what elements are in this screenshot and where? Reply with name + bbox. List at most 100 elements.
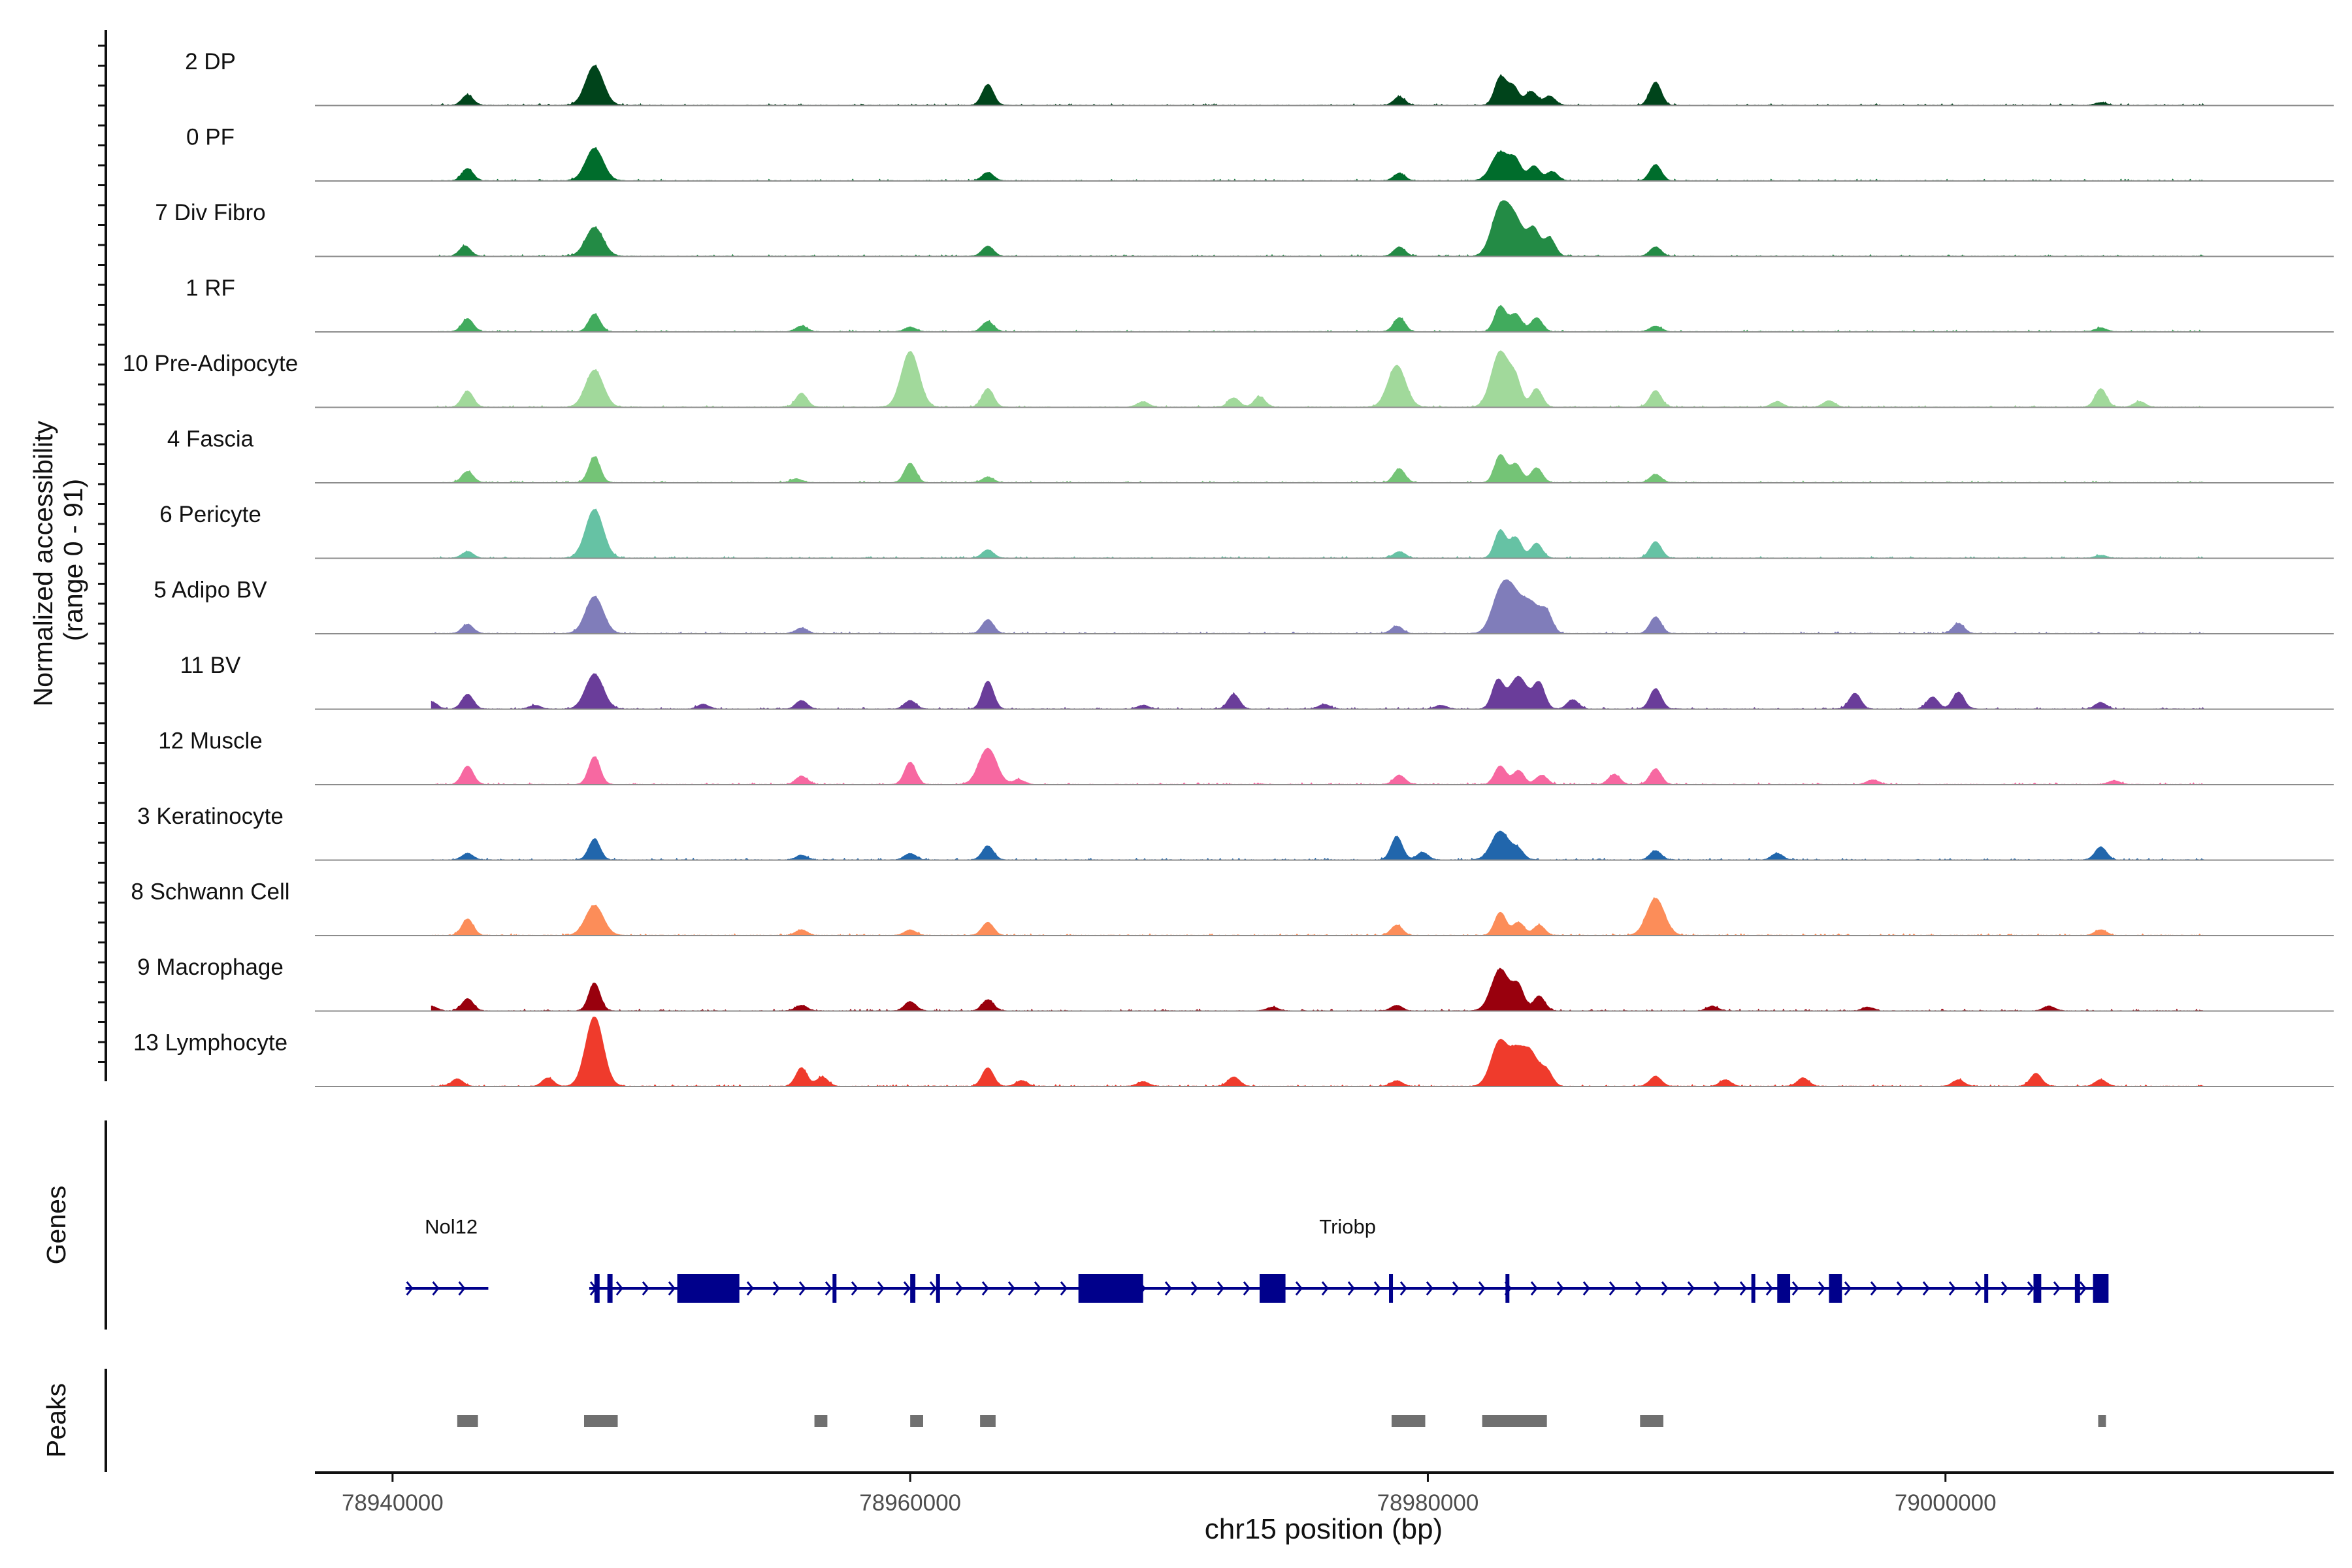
gene-exon xyxy=(1505,1274,1510,1303)
track-label: 3 Keratinocyte xyxy=(137,804,284,829)
coverage-track: 13 Lymphocyte xyxy=(133,1017,2334,1087)
strand-arrow xyxy=(1034,1281,1041,1296)
strand-arrow xyxy=(1844,1281,1852,1296)
strand-arrow xyxy=(1661,1281,1669,1296)
peak-region xyxy=(910,1415,923,1427)
peak-region xyxy=(814,1415,828,1427)
strand-arrow xyxy=(1478,1281,1486,1296)
coverage-area xyxy=(431,304,2205,333)
strand-arrow xyxy=(929,1281,937,1296)
strand-arrow xyxy=(1974,1281,1982,1296)
track-label: 7 Div Fibro xyxy=(155,200,265,225)
peak-region xyxy=(584,1415,618,1427)
track-label: 0 PF xyxy=(186,125,235,150)
coverage-area xyxy=(431,968,2204,1012)
strand-arrow xyxy=(2001,1281,2008,1296)
coverage-track: 3 Keratinocyte xyxy=(137,804,2334,861)
peak-region xyxy=(980,1415,996,1427)
track-label: 4 Fascia xyxy=(167,427,254,452)
track-label: 9 Macrophage xyxy=(137,955,284,980)
x-tick-label: 79000000 xyxy=(1895,1490,1997,1516)
strand-arrow xyxy=(1556,1281,1564,1296)
track-label: 11 BV xyxy=(180,653,241,678)
coverage-track: 7 Div Fibro xyxy=(155,200,2334,257)
gene-name-label: Triobp xyxy=(1319,1215,1376,1238)
coverage-area xyxy=(431,747,2205,785)
genes-panel-title: Genes xyxy=(41,1186,71,1265)
strand-arrow xyxy=(1295,1281,1303,1296)
strand-arrow xyxy=(1922,1281,1930,1296)
coverage-area xyxy=(431,673,2206,710)
strand-arrow xyxy=(1007,1281,1015,1296)
strand-arrow xyxy=(432,1281,440,1296)
track-label: 6 Pericyte xyxy=(159,502,261,527)
coverage-track: 4 Fascia xyxy=(167,427,2334,483)
track-label: 5 Adipo BV xyxy=(154,578,267,603)
gene-exon xyxy=(677,1274,740,1303)
gene-model: Triobp xyxy=(589,1215,2109,1303)
gene-exon xyxy=(832,1274,837,1303)
coverage-area xyxy=(431,579,2206,634)
peaks-panel-title: Peaks xyxy=(41,1383,71,1458)
strand-arrow xyxy=(642,1281,649,1296)
strand-arrow xyxy=(746,1281,754,1296)
strand-arrow xyxy=(1347,1281,1355,1296)
strand-arrow xyxy=(1582,1281,1590,1296)
gene-exon xyxy=(1777,1274,1791,1303)
strand-arrow xyxy=(668,1281,676,1296)
peak-region xyxy=(1482,1415,1547,1427)
x-axis-title: chr15 position (bp) xyxy=(1205,1513,1443,1545)
y-axis-title-line2: (range 0 - 91) xyxy=(58,479,88,641)
x-axis-ticks: 78940000 78960000 78980000 79000000 xyxy=(342,1473,1997,1516)
x-tick-label: 78960000 xyxy=(859,1490,961,1516)
strand-arrow xyxy=(458,1281,466,1296)
strand-arrow xyxy=(1399,1281,1407,1296)
coverage-track: 9 Macrophage xyxy=(137,955,2334,1012)
strand-arrow xyxy=(772,1281,780,1296)
strand-arrow xyxy=(1452,1281,1460,1296)
peak-region-track xyxy=(457,1415,2106,1427)
coverage-track: 12 Muscle xyxy=(158,728,2334,785)
gene-exon xyxy=(594,1274,600,1303)
strand-arrow xyxy=(406,1281,414,1296)
track-label: 13 Lymphocyte xyxy=(133,1030,287,1056)
strand-arrow xyxy=(2053,1281,2061,1296)
coverage-area xyxy=(431,200,2206,257)
strand-arrow xyxy=(1243,1281,1250,1296)
strand-arrow xyxy=(1217,1281,1224,1296)
y-axis-title-line1: Normalized accessibility xyxy=(28,420,58,706)
coverage-track: 8 Schwann Cell xyxy=(131,879,2334,936)
coverage-area xyxy=(431,350,2204,408)
coverage-track: 5 Adipo BV xyxy=(154,578,2334,634)
strand-arrow xyxy=(1060,1281,1068,1296)
coverage-area xyxy=(431,508,2205,559)
strand-arrow xyxy=(851,1281,858,1296)
peak-region xyxy=(1640,1415,1663,1427)
x-tick-label: 78980000 xyxy=(1377,1490,1479,1516)
coverage-area xyxy=(431,146,2205,182)
gene-model: Nol12 xyxy=(405,1215,489,1296)
coverage-track: 1 RF xyxy=(186,276,2334,333)
strand-arrow xyxy=(1870,1281,1878,1296)
peak-region xyxy=(2098,1415,2106,1427)
strand-arrow xyxy=(1713,1281,1721,1296)
coverage-area xyxy=(431,454,2206,483)
coverage-y-axis xyxy=(98,30,107,1081)
gene-exon xyxy=(1751,1274,1756,1303)
gene-exon xyxy=(936,1274,940,1303)
strand-arrow xyxy=(1896,1281,1904,1296)
gene-exon xyxy=(607,1274,613,1303)
coverage-track: 6 Pericyte xyxy=(159,502,2334,559)
strand-arrow xyxy=(1791,1281,1799,1296)
strand-arrow xyxy=(1635,1281,1642,1296)
strand-arrow xyxy=(1818,1281,1825,1296)
gene-exon xyxy=(1259,1274,1286,1303)
gene-exon xyxy=(1984,1274,1989,1303)
y-axis-title: Normalized accessibility (range 0 - 91) xyxy=(28,414,88,707)
track-label: 10 Pre-Adipocyte xyxy=(123,351,298,376)
track-label: 12 Muscle xyxy=(158,728,263,754)
coverage-track: 2 DP xyxy=(185,49,2334,106)
strand-arrow xyxy=(877,1281,885,1296)
strand-arrow xyxy=(1164,1281,1172,1296)
